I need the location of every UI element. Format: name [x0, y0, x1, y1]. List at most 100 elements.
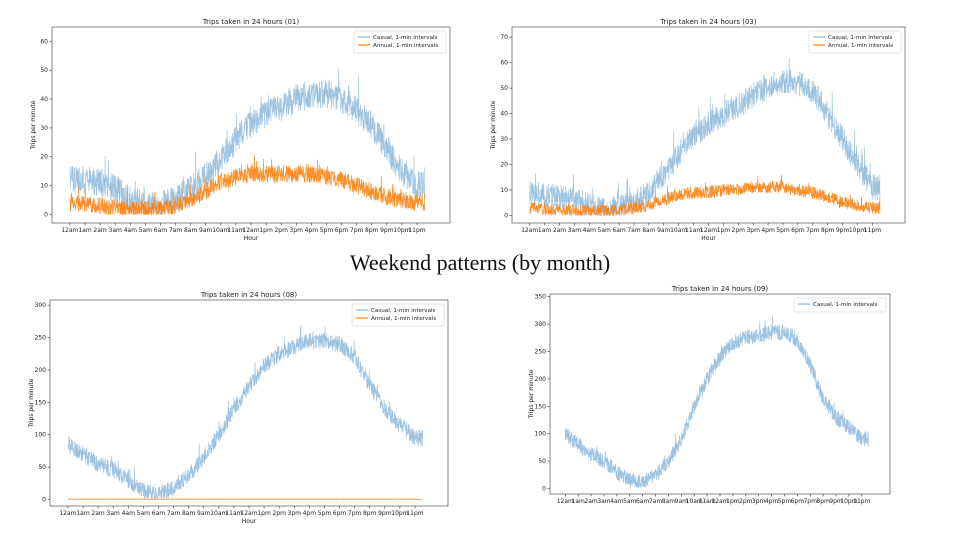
x-tick-label: 1pm [257, 510, 271, 517]
x-tick-label: 11am [699, 498, 716, 505]
slide-title: Weekend patterns (by month) [349, 250, 611, 275]
x-tick-label: 12am [240, 510, 257, 517]
y-tick-label: 50 [538, 458, 546, 465]
x-tick-label: 11am [685, 227, 702, 234]
legend-box [351, 303, 445, 327]
x-tick-label: 3am [568, 227, 581, 234]
x-tick-label: 9am [197, 510, 210, 517]
x-tick-label: 7pm [803, 498, 817, 505]
x-tick-label: 4am [124, 227, 137, 234]
x-tick-label: 4pm [303, 510, 317, 517]
y-tick-label: 50 [38, 464, 46, 471]
x-tick-label: 7am [169, 227, 182, 234]
x-tick-label: 8pm [365, 227, 379, 234]
y-tick-label: 200 [35, 367, 47, 374]
x-tick-label: 9pm [836, 227, 850, 234]
x-tick-label: 12am [711, 498, 728, 505]
chart-panel-03: Trips taken in 24 hours (03) 0 10 20 30 40 50 6… [490, 15, 910, 245]
x-tick-label: 12am [700, 227, 717, 234]
x-tick-label: 8pm [363, 510, 377, 517]
x-tick-label: 12am [59, 510, 76, 517]
chart-09: Trips taken in 24 hours (09) 0 50 100 150 200… [528, 285, 891, 505]
x-tick-label: 12am [61, 227, 78, 234]
y-tick-label: 10 [40, 183, 48, 190]
y-tick-label: 60 [500, 60, 508, 67]
legend-label: Casual, 1-min intervals [371, 308, 436, 314]
y-tick-label: 100 [535, 431, 547, 438]
y-tick-label: 30 [500, 136, 508, 143]
chart-01: Trips taken in 24 hours (01) 0 10 20 30 40 50 6… [30, 18, 451, 242]
y-tick-label: 70 [500, 34, 508, 41]
x-tick-label: 10pm [391, 510, 408, 517]
y-axis-label: Trips per minute [528, 369, 535, 419]
x-tick-label: 10pm [840, 498, 857, 505]
y-tick-label: 250 [535, 349, 547, 356]
chart-panel-08: Trips taken in 24 hours (08) 0 50 100 150 200… [20, 288, 460, 528]
x-tick-label: 5pm [778, 498, 792, 505]
x-tick-label: 12am [521, 227, 538, 234]
x-tick-label: 1pm [259, 227, 273, 234]
x-tick-label: 3pm [752, 498, 766, 505]
x-tick-label: 12am [242, 227, 259, 234]
x-tick-label: 9pm [380, 227, 394, 234]
legend-label: Annual, 1-min intervals [371, 316, 436, 322]
x-tick-label: 10pm [393, 227, 410, 234]
x-tick-label: 3pm [746, 227, 760, 234]
y-tick-label: 10 [500, 187, 508, 194]
x-tick-label: 3am [597, 498, 610, 505]
x-tick-label: 11pm [406, 510, 423, 517]
y-tick-label: 0 [42, 497, 46, 504]
y-tick-label: 0 [542, 486, 546, 493]
y-tick-label: 0 [504, 212, 508, 219]
y-tick-label: 50 [40, 67, 48, 74]
x-tick-label: 7pm [350, 227, 364, 234]
chart-title: Trips taken in 24 hours (03) [659, 18, 756, 26]
x-tick-label: 3pm [288, 510, 302, 517]
x-tick-label: 8am [642, 227, 655, 234]
y-tick-label: 0 [44, 211, 48, 218]
chart-03: Trips taken in 24 hours (03) 0 10 20 30 40 50 6… [490, 18, 906, 242]
x-axis-label: Hour [701, 235, 716, 242]
y-tick-label: 300 [35, 302, 47, 309]
y-tick-label: 50 [500, 85, 508, 92]
x-tick-label: 4pm [761, 227, 775, 234]
chart-title: Trips taken in 24 hours (09) [671, 285, 768, 293]
y-tick-label: 40 [500, 111, 508, 118]
legend-label: Annual, 1-min intervals [373, 43, 438, 49]
x-tick-label: 1pm [726, 498, 740, 505]
x-tick-label: 5pm [320, 227, 334, 234]
x-tick-label: 2pm [739, 498, 753, 505]
x-tick-label: 1am [572, 498, 585, 505]
x-tick-label: 6pm [791, 498, 805, 505]
x-tick-label: 2am [93, 227, 106, 234]
y-axis-label: Trips per minute [30, 100, 37, 150]
x-tick-label: 1am [78, 227, 91, 234]
x-tick-label: 8pm [821, 227, 835, 234]
x-tick-label: 2am [91, 510, 104, 517]
x-tick-label: 10am [670, 227, 687, 234]
x-tick-label: 8am [184, 227, 197, 234]
x-tick-label: 6pm [335, 227, 349, 234]
x-tick-label: 6am [154, 227, 167, 234]
x-tick-label: 7am [627, 227, 640, 234]
y-axis-label: Trips per minute [28, 378, 35, 428]
series-line-annual [69, 154, 425, 216]
y-tick-label: 30 [40, 125, 48, 132]
series-line-casual [564, 316, 869, 488]
x-tick-label: 3am [109, 227, 122, 234]
chart-title: Trips taken in 24 hours (01) [202, 18, 299, 26]
series-line-casual [67, 325, 423, 500]
x-tick-label: 9am [199, 227, 212, 234]
legend-label: Casual, 1-min intervals [828, 35, 893, 41]
x-tick-label: 2am [553, 227, 566, 234]
y-tick-label: 150 [535, 403, 547, 410]
x-tick-label: 5am [137, 510, 150, 517]
x-tick-label: 11am [227, 227, 244, 234]
x-tick-label: 7pm [348, 510, 362, 517]
legend-box [808, 30, 902, 54]
x-tick-label: 9pm [378, 510, 392, 517]
x-tick-label: 7am [167, 510, 180, 517]
x-tick-label: 6am [152, 510, 165, 517]
x-tick-label: 4am [122, 510, 135, 517]
x-tick-label: 9pm [829, 498, 843, 505]
